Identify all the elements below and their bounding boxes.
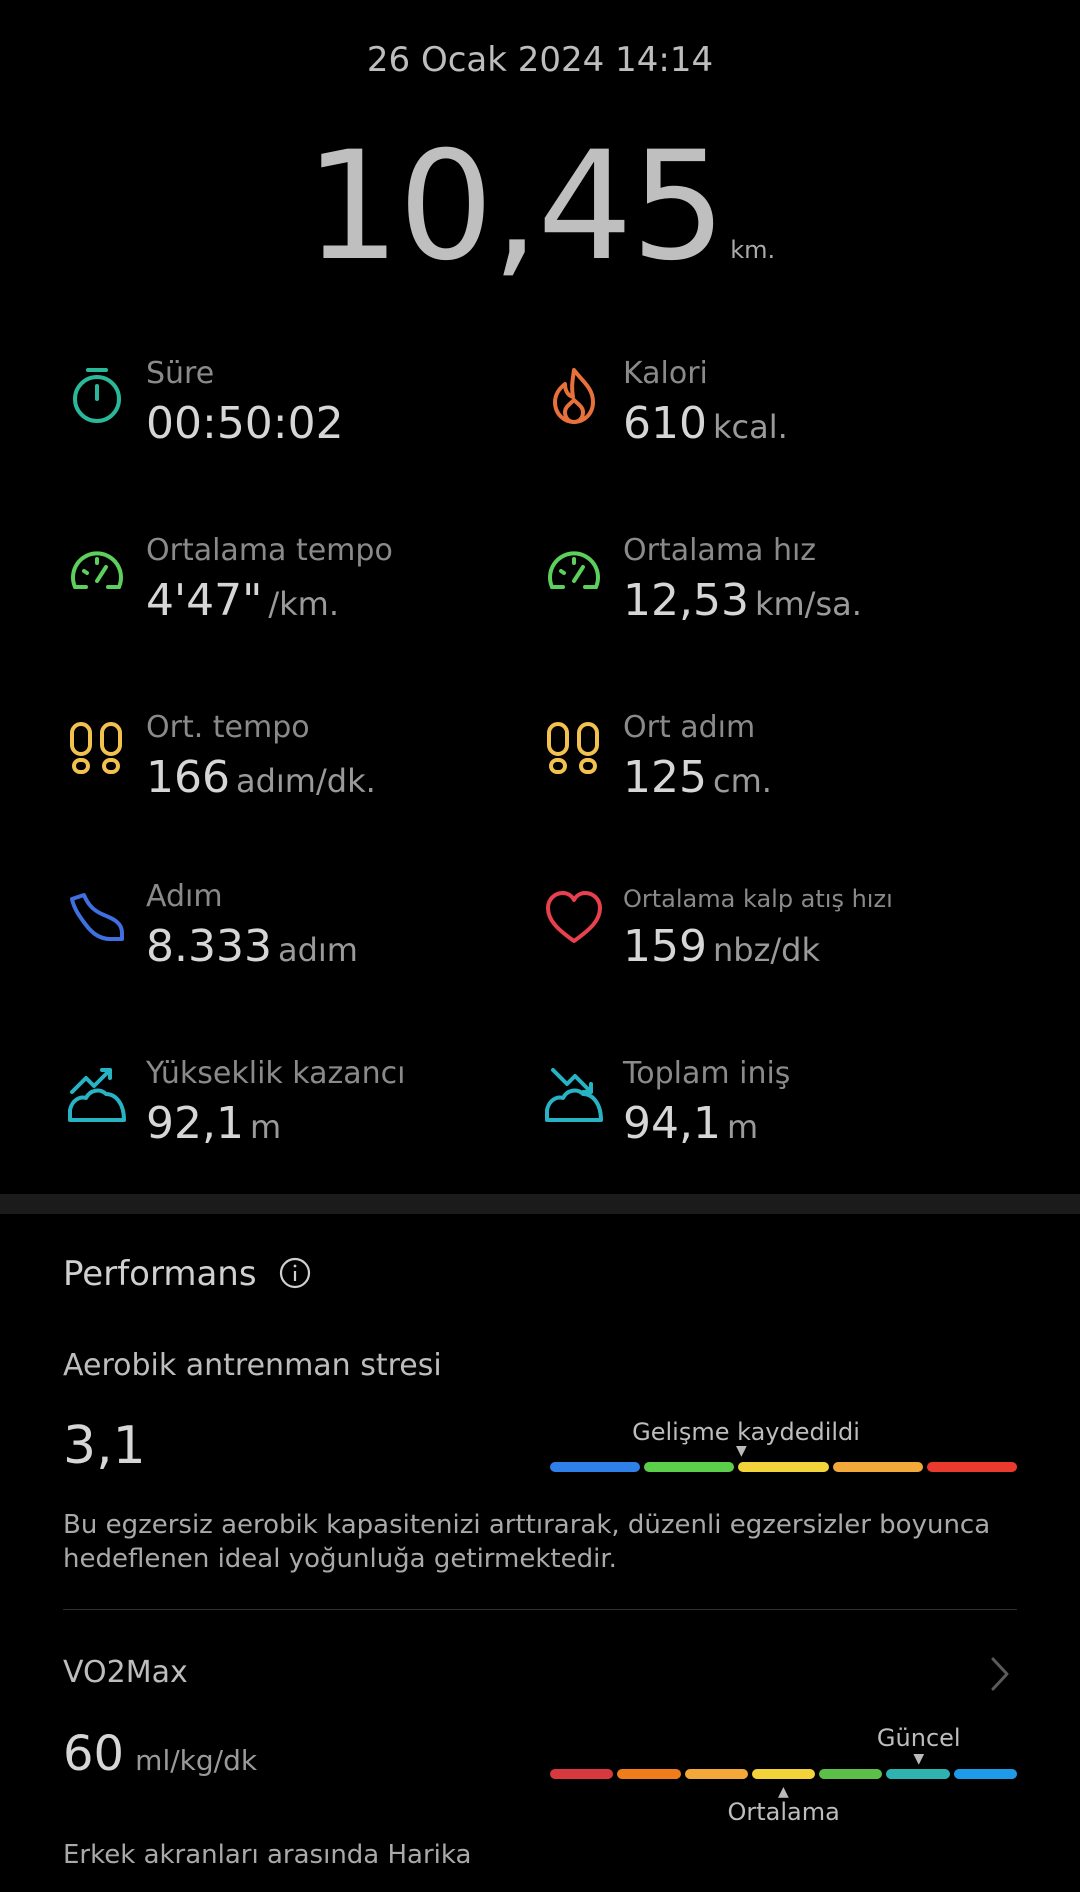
speedometer-icon bbox=[71, 551, 123, 589]
vo2max-value-row: 60 ml/kg/dk bbox=[63, 1726, 257, 1782]
metric-value: 94,1 bbox=[623, 1098, 721, 1149]
metric-elevation-gain: Yükseklik kazancı 92,1 m bbox=[66, 1056, 526, 1176]
metric-unit: km/sa. bbox=[754, 585, 862, 623]
speedometer-icon bbox=[548, 551, 600, 589]
metric-unit: adım/dk. bbox=[235, 762, 376, 800]
scale-segment bbox=[751, 1769, 816, 1779]
flame-icon bbox=[553, 368, 595, 424]
vo2max-average-label: Ortalama bbox=[727, 1798, 840, 1826]
metric-calories: Kalori 610 kcal. bbox=[543, 356, 1003, 476]
metric-value: 00:50:02 bbox=[146, 398, 344, 449]
scale-segment bbox=[886, 1769, 950, 1779]
scale-segment bbox=[550, 1769, 614, 1779]
metric-value: 92,1 bbox=[146, 1098, 244, 1149]
metric-value: 610 bbox=[623, 398, 707, 449]
metric-label: Adım bbox=[146, 879, 223, 914]
metric-value: 12,53 bbox=[623, 575, 749, 626]
metric-unit: cm. bbox=[712, 762, 772, 800]
metric-label: Ort. tempo bbox=[146, 710, 310, 745]
distance-unit: km. bbox=[730, 236, 776, 264]
metric-value: 8.333 bbox=[146, 921, 272, 972]
workout-date: 26 Ocak 2024 14:14 bbox=[366, 40, 714, 80]
metric-label: Ortalama kalp atış hızı bbox=[623, 885, 893, 913]
distance-value: 10,45 bbox=[304, 120, 726, 294]
scale-segment bbox=[550, 1462, 641, 1472]
elevation-loss-icon bbox=[545, 1068, 603, 1122]
scale-segment bbox=[819, 1769, 883, 1779]
scale-segment bbox=[617, 1769, 681, 1779]
metric-value: 125 bbox=[623, 752, 707, 803]
section-divider bbox=[0, 1194, 1080, 1214]
metric-unit: adım bbox=[277, 931, 358, 969]
aerobic-marker-triangle: ▼ bbox=[735, 1443, 747, 1459]
metric-unit: /km. bbox=[268, 585, 339, 623]
elevation-gain-icon bbox=[68, 1068, 126, 1122]
vo2max-average-marker: ▲ bbox=[778, 1784, 789, 1800]
metric-steps: Adım 8.333 adım bbox=[66, 879, 526, 999]
section-separator bbox=[63, 1609, 1017, 1610]
metric-label: Toplam iniş bbox=[623, 1056, 791, 1091]
heart-icon bbox=[546, 891, 602, 943]
vo2max-unit: ml/kg/dk bbox=[135, 1744, 258, 1777]
info-icon[interactable] bbox=[279, 1257, 311, 1289]
vo2max-scale bbox=[550, 1769, 1017, 1779]
metric-label: Yükseklik kazancı bbox=[146, 1056, 406, 1091]
scale-segment bbox=[926, 1462, 1018, 1472]
aerobic-stress-value: 3,1 bbox=[63, 1416, 146, 1476]
vo2max-label[interactable]: VO2Max bbox=[63, 1655, 188, 1690]
scale-segment bbox=[684, 1769, 748, 1779]
scale-segment bbox=[953, 1769, 1017, 1779]
aerobic-status-label: Gelişme kaydedildi bbox=[632, 1418, 860, 1446]
metric-stride: Ort adım 125 cm. bbox=[543, 710, 1003, 830]
scale-segment bbox=[832, 1462, 923, 1472]
metric-label: Ort adım bbox=[623, 710, 756, 745]
shoe-icon bbox=[70, 893, 124, 941]
footprints-icon bbox=[547, 722, 599, 774]
metric-label: Ortalama tempo bbox=[146, 533, 393, 568]
aerobic-description: Bu egzersiz aerobik kapasitenizi arttıra… bbox=[63, 1510, 991, 1574]
metric-value: 4'47" bbox=[146, 575, 263, 626]
aerobic-stress-label: Aerobik antrenman stresi bbox=[63, 1348, 442, 1383]
metric-value: 166 bbox=[146, 752, 230, 803]
metric-cadence: Ort. tempo 166 adım/dk. bbox=[66, 710, 526, 830]
metric-elevation-loss: Toplam iniş 94,1 m bbox=[543, 1056, 1003, 1176]
metric-unit: kcal. bbox=[712, 408, 788, 446]
performance-title: Performans bbox=[63, 1254, 257, 1294]
vo2max-peer-note: Erkek akranları arasında Harika bbox=[63, 1840, 472, 1870]
metric-label: Süre bbox=[146, 356, 215, 391]
chevron-right-icon[interactable] bbox=[990, 1656, 1010, 1692]
vo2max-current-marker: ▼ bbox=[913, 1751, 925, 1767]
scale-segment bbox=[644, 1462, 735, 1472]
metric-heart-rate: Ortalama kalp atış hızı 159 nbz/dk bbox=[543, 879, 1003, 999]
metric-avg-speed: Ortalama hız 12,53 km/sa. bbox=[543, 533, 1003, 653]
metric-label: Kalori bbox=[623, 356, 708, 391]
metric-duration: Süre 00:50:02 bbox=[66, 356, 526, 476]
metric-label: Ortalama hız bbox=[623, 533, 817, 568]
metric-value: 159 bbox=[623, 921, 707, 972]
distance-display: 10,45 km. bbox=[0, 120, 1080, 294]
aerobic-stress-scale bbox=[550, 1462, 1018, 1472]
vo2max-current-label: Güncel bbox=[876, 1724, 961, 1752]
scale-segment bbox=[738, 1462, 829, 1472]
metric-unit: m bbox=[726, 1108, 759, 1146]
footprints-icon bbox=[70, 722, 122, 774]
vo2max-value: 60 bbox=[63, 1726, 125, 1782]
stopwatch-icon bbox=[73, 368, 121, 423]
metric-unit: m bbox=[249, 1108, 282, 1146]
metric-unit: nbz/dk bbox=[712, 931, 820, 969]
metric-avg-pace: Ortalama tempo 4'47"/km. bbox=[66, 533, 526, 653]
